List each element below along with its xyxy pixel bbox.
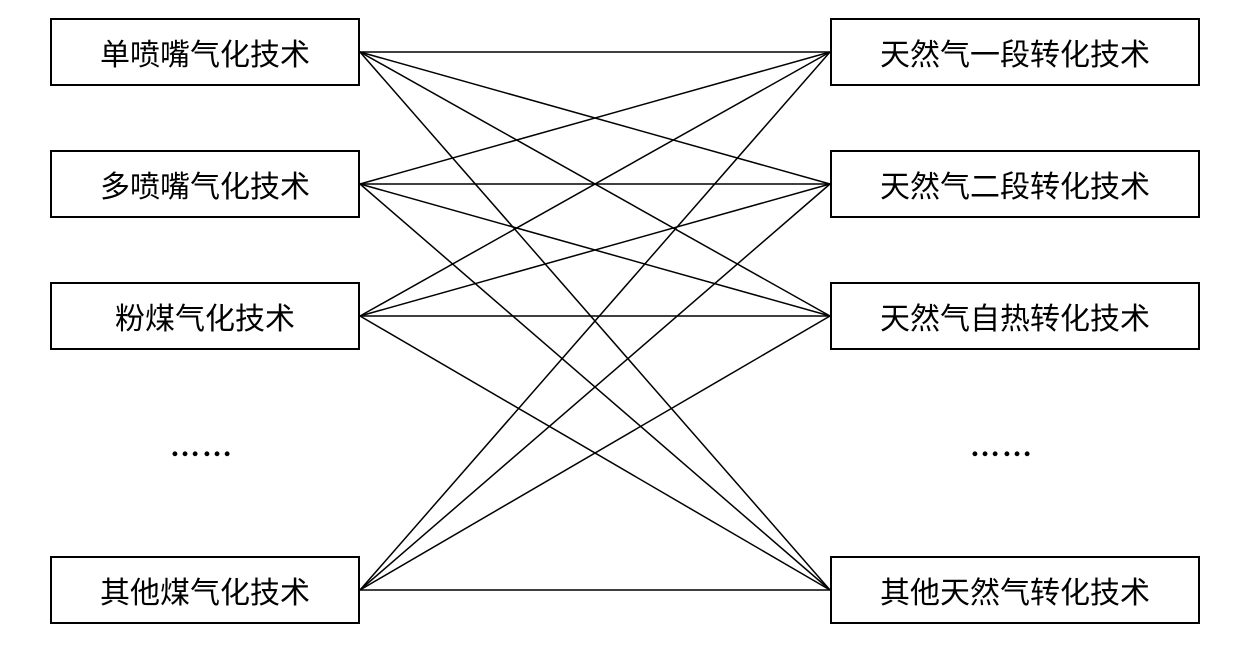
right-node-1: 天然气一段转化技术	[830, 18, 1200, 86]
right-ellipsis: ……	[970, 430, 1034, 464]
right-node-1-label: 天然气一段转化技术	[880, 30, 1150, 74]
right-node-2-label: 天然气二段转化技术	[880, 162, 1150, 206]
right-node-2: 天然气二段转化技术	[830, 150, 1200, 218]
right-node-5: 其他天然气转化技术	[830, 556, 1200, 624]
right-node-5-label: 其他天然气转化技术	[880, 568, 1150, 612]
left-node-2-label: 多喷嘴气化技术	[100, 162, 310, 206]
diagram-container: 单喷嘴气化技术 多喷嘴气化技术 粉煤气化技术 其他煤气化技术 天然气一段转化技术…	[0, 0, 1240, 672]
left-node-1-label: 单喷嘴气化技术	[100, 30, 310, 74]
left-node-2: 多喷嘴气化技术	[50, 150, 360, 218]
left-node-3-label: 粉煤气化技术	[115, 294, 295, 338]
right-node-3: 天然气自热转化技术	[830, 282, 1200, 350]
left-node-5: 其他煤气化技术	[50, 556, 360, 624]
right-ellipsis-label: ……	[970, 430, 1034, 463]
left-node-1: 单喷嘴气化技术	[50, 18, 360, 86]
left-ellipsis: ……	[170, 430, 234, 464]
right-node-3-label: 天然气自热转化技术	[880, 294, 1150, 338]
left-ellipsis-label: ……	[170, 430, 234, 463]
left-node-3: 粉煤气化技术	[50, 282, 360, 350]
left-node-5-label: 其他煤气化技术	[100, 568, 310, 612]
